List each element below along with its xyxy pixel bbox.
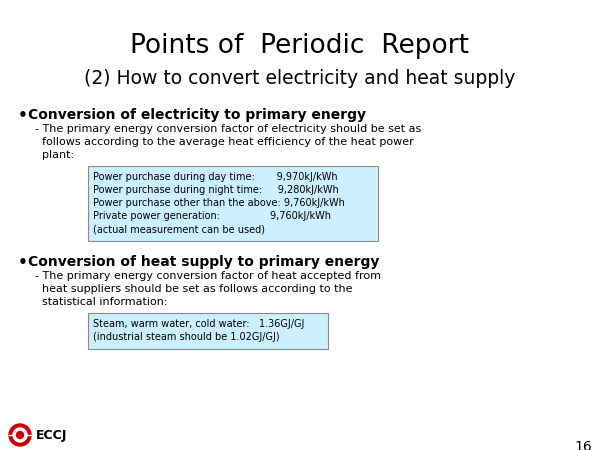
Circle shape: [17, 432, 23, 438]
FancyBboxPatch shape: [88, 166, 378, 241]
Text: Conversion of heat supply to primary energy: Conversion of heat supply to primary ene…: [28, 255, 379, 269]
Text: •: •: [18, 108, 28, 123]
Text: follows according to the average heat efficiency of the heat power: follows according to the average heat ef…: [35, 137, 414, 147]
Text: plant:: plant:: [35, 150, 74, 160]
Circle shape: [9, 424, 31, 446]
Text: Power purchase during day time:       9,970kJ/kWh: Power purchase during day time: 9,970kJ/…: [93, 172, 338, 182]
Text: (industrial steam should be 1.02GJ/GJ): (industrial steam should be 1.02GJ/GJ): [93, 332, 280, 342]
Circle shape: [13, 428, 27, 442]
Text: Conversion of electricity to primary energy: Conversion of electricity to primary ene…: [28, 108, 366, 122]
Text: Steam, warm water, cold water:   1.36GJ/GJ: Steam, warm water, cold water: 1.36GJ/GJ: [93, 319, 304, 329]
Text: 16: 16: [574, 440, 592, 450]
Text: statistical information:: statistical information:: [35, 297, 167, 307]
Text: Private power generation:                9,760kJ/kWh: Private power generation: 9,760kJ/kWh: [93, 211, 331, 221]
Text: Power purchase during night time:     9,280kJ/kWh: Power purchase during night time: 9,280k…: [93, 185, 339, 195]
Text: heat suppliers should be set as follows according to the: heat suppliers should be set as follows …: [35, 284, 353, 294]
Text: (2) How to convert electricity and heat supply: (2) How to convert electricity and heat …: [85, 69, 515, 88]
Text: - The primary energy conversion factor of heat accepted from: - The primary energy conversion factor o…: [35, 271, 381, 281]
FancyBboxPatch shape: [88, 313, 328, 349]
Text: Points of  Periodic  Report: Points of Periodic Report: [131, 33, 470, 59]
Text: ECCJ: ECCJ: [36, 428, 67, 441]
Text: (actual measurement can be used): (actual measurement can be used): [93, 224, 265, 234]
Text: Power purchase other than the above: 9,760kJ/kWh: Power purchase other than the above: 9,7…: [93, 198, 345, 208]
Text: - The primary energy conversion factor of electricity should be set as: - The primary energy conversion factor o…: [35, 124, 421, 134]
Text: •: •: [18, 255, 28, 270]
